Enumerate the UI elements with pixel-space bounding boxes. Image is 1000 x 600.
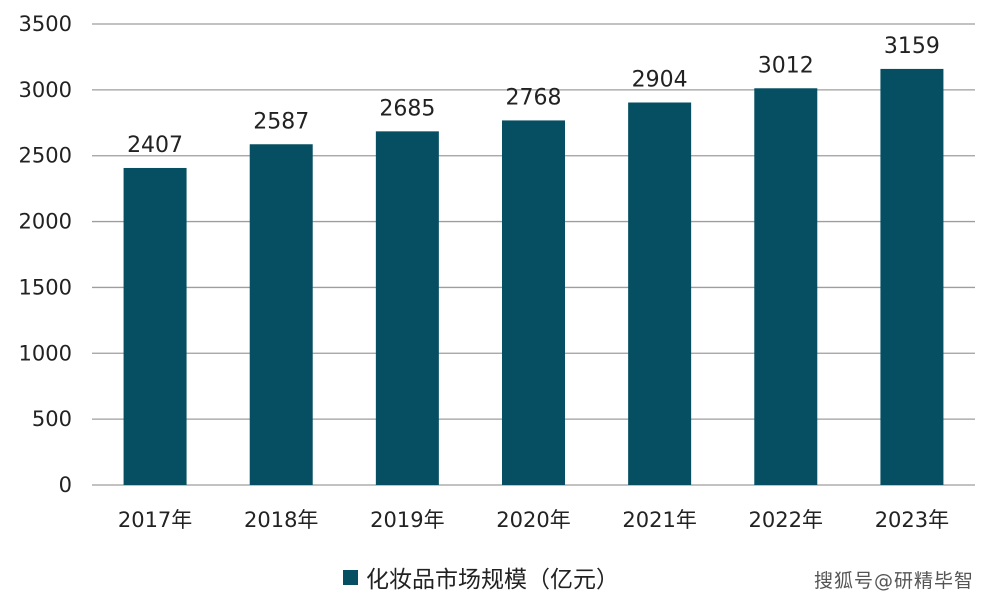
bar bbox=[880, 68, 944, 485]
x-axis-tick-labels: 2017年 2018年 2019年 2020年 2021年 2022年 2023年 bbox=[118, 508, 949, 532]
x-tick-label: 2023年 bbox=[875, 508, 949, 532]
x-tick-label: 2021年 bbox=[622, 508, 696, 532]
bar bbox=[628, 102, 692, 486]
y-tick-label: 2000 bbox=[19, 210, 72, 234]
y-tick-label: 1000 bbox=[19, 341, 72, 365]
data-label: 2768 bbox=[506, 85, 562, 110]
bar-chart: 0 500 1000 1500 2000 2500 3000 3500 2407 2587 268… bbox=[19, 12, 975, 532]
y-tick-label: 3500 bbox=[19, 12, 72, 36]
bar bbox=[249, 144, 313, 486]
y-axis-tick-labels: 0 500 1000 1500 2000 2500 3000 3500 bbox=[19, 12, 72, 497]
bars bbox=[123, 68, 944, 486]
x-tick-label: 2017年 bbox=[118, 508, 192, 532]
x-tick-label: 2018年 bbox=[244, 508, 318, 532]
watermark: 搜狐号@研精毕智 bbox=[813, 570, 974, 592]
y-tick-label: 2500 bbox=[19, 144, 72, 168]
bar bbox=[123, 167, 187, 485]
legend-label: 化妆品市场规模（亿元） bbox=[366, 567, 619, 593]
bar bbox=[375, 131, 439, 485]
y-tick-label: 1500 bbox=[19, 275, 72, 299]
bar bbox=[502, 120, 565, 485]
legend: 化妆品市场规模（亿元） bbox=[343, 560, 619, 594]
y-tick-label: 3000 bbox=[19, 78, 72, 102]
legend-swatch bbox=[343, 569, 358, 585]
data-labels: 2407 2587 2685 2768 2904 3012 3159 bbox=[127, 34, 940, 158]
y-tick-label: 500 bbox=[32, 407, 72, 431]
data-label: 2407 bbox=[127, 133, 183, 158]
data-label: 2587 bbox=[253, 109, 309, 134]
x-tick-label: 2020年 bbox=[496, 508, 570, 532]
x-tick-label: 2019年 bbox=[370, 508, 444, 532]
x-tick-label: 2022年 bbox=[749, 508, 823, 532]
data-label: 2904 bbox=[632, 68, 688, 93]
data-label: 2685 bbox=[379, 96, 435, 121]
bar bbox=[754, 88, 818, 485]
data-label: 3159 bbox=[884, 34, 940, 59]
data-label: 3012 bbox=[758, 53, 814, 78]
y-tick-label: 0 bbox=[59, 473, 72, 497]
